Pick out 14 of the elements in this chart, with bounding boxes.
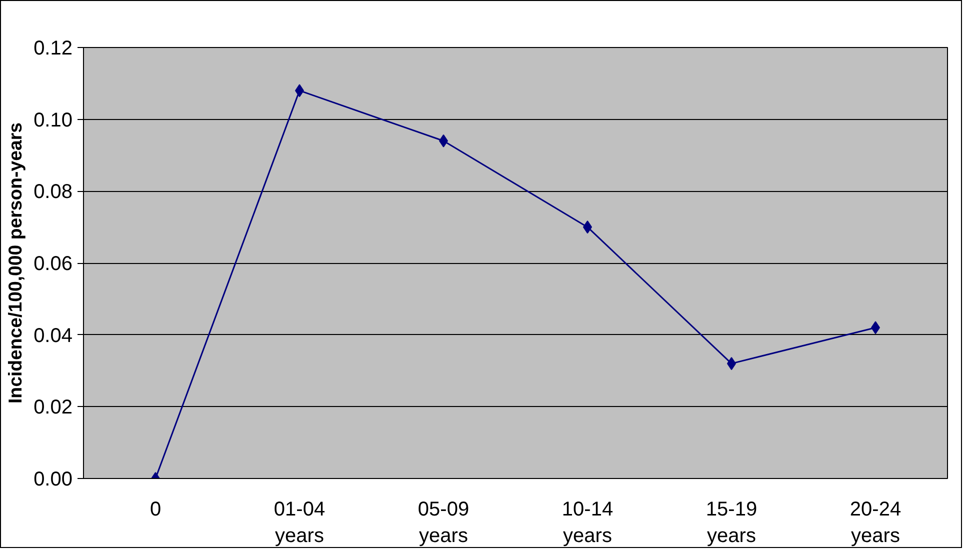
- x-tick-label: 0: [150, 498, 162, 520]
- y-tick-label: 0.06: [34, 253, 73, 275]
- x-tick-label: 05-09 years: [418, 498, 470, 547]
- x-tick-label: 20-24 years: [850, 498, 902, 547]
- y-axis-title: Incidence/100,000 person-years: [4, 122, 26, 404]
- y-tick-label: 0.02: [34, 396, 73, 419]
- x-tick-label: 10-14 years: [562, 498, 614, 547]
- y-tick-label: 0.12: [34, 38, 73, 60]
- y-tick-label: 0.00: [34, 468, 73, 490]
- x-tick-label: 01-04 years: [274, 498, 326, 547]
- y-tick-label: 0.10: [34, 109, 73, 132]
- y-tick-label: 0.08: [34, 181, 73, 204]
- x-tick-label: 15-19 years: [706, 498, 758, 547]
- y-tick-label: 0.04: [34, 324, 73, 347]
